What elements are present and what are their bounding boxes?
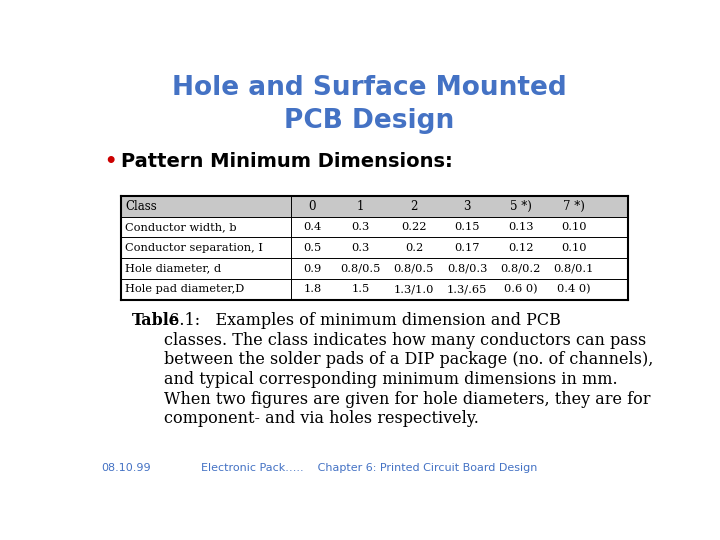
Text: Conductor separation, I: Conductor separation, I — [125, 243, 263, 253]
Text: Class: Class — [125, 200, 157, 213]
Text: Electronic Pack…..    Chapter 6: Printed Circuit Board Design: Electronic Pack….. Chapter 6: Printed Ci… — [201, 463, 537, 473]
Text: 1: 1 — [357, 200, 364, 213]
Text: 1.3/.65: 1.3/.65 — [447, 285, 487, 294]
Text: 0.6 0): 0.6 0) — [504, 284, 537, 294]
Text: 0.3: 0.3 — [351, 222, 370, 232]
Text: 0: 0 — [309, 200, 316, 213]
Text: 0.8/0.5: 0.8/0.5 — [341, 264, 381, 274]
Text: 08.10.99: 08.10.99 — [101, 463, 150, 473]
Text: PCB Design: PCB Design — [284, 109, 454, 134]
Text: 0.15: 0.15 — [454, 222, 480, 232]
Text: 1.3/1.0: 1.3/1.0 — [394, 285, 434, 294]
Text: 3: 3 — [464, 200, 471, 213]
Text: Hole pad diameter,D: Hole pad diameter,D — [125, 285, 244, 294]
Text: 7 *): 7 *) — [563, 200, 585, 213]
Text: Hole and Surface Mounted: Hole and Surface Mounted — [171, 75, 567, 101]
Text: 0.2: 0.2 — [405, 243, 423, 253]
Text: •: • — [104, 152, 117, 171]
Text: 5 *): 5 *) — [510, 200, 531, 213]
Text: 1.5: 1.5 — [351, 285, 370, 294]
Text: 0.9: 0.9 — [303, 264, 322, 274]
Text: 0.13: 0.13 — [508, 222, 534, 232]
Text: 0.3: 0.3 — [351, 243, 370, 253]
Text: 6.1:   Examples of minimum dimension and PCB
classes. The class indicates how ma: 6.1: Examples of minimum dimension and P… — [164, 312, 654, 427]
Text: 0.8/0.5: 0.8/0.5 — [394, 264, 434, 274]
Text: Conductor width, b: Conductor width, b — [125, 222, 237, 232]
Text: 0.4: 0.4 — [303, 222, 322, 232]
Text: 0.10: 0.10 — [561, 243, 587, 253]
Text: 0.8/0.3: 0.8/0.3 — [447, 264, 487, 274]
Text: 0.8/0.1: 0.8/0.1 — [554, 264, 594, 274]
Text: 0.22: 0.22 — [401, 222, 427, 232]
Bar — [121, 196, 629, 217]
Text: 0.12: 0.12 — [508, 243, 534, 253]
Text: Pattern Minimum Dimensions:: Pattern Minimum Dimensions: — [121, 152, 452, 171]
Text: 2: 2 — [410, 200, 418, 213]
Text: Table: Table — [132, 312, 180, 329]
Text: 0.5: 0.5 — [303, 243, 322, 253]
Text: 0.4 0): 0.4 0) — [557, 284, 590, 294]
Text: 0.8/0.2: 0.8/0.2 — [500, 264, 541, 274]
Text: 0.17: 0.17 — [454, 243, 480, 253]
Text: 1.8: 1.8 — [303, 285, 322, 294]
Text: Hole diameter, d: Hole diameter, d — [125, 264, 221, 274]
Text: 0.10: 0.10 — [561, 222, 587, 232]
